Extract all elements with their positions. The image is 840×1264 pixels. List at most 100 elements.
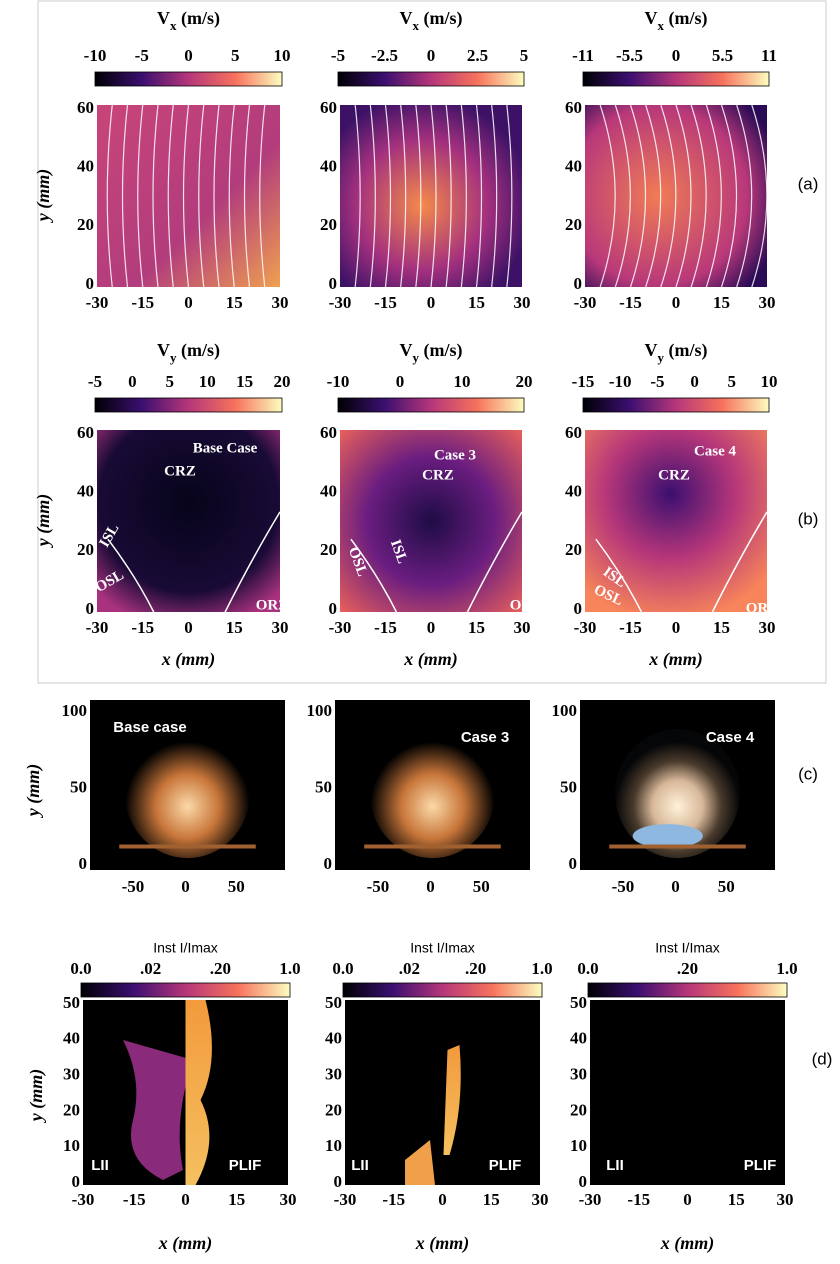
contour	[350, 511, 523, 613]
y-tick-label: 20	[565, 215, 582, 234]
x-tick-label: 30	[532, 1190, 549, 1209]
x-tick-label: -30	[574, 293, 597, 312]
y-tick-label: 30	[570, 1065, 587, 1084]
x-tick-label: -15	[627, 1190, 650, 1209]
x-tick-label: 15	[468, 293, 485, 312]
streamline	[475, 104, 483, 288]
colorbar-title: Inst I/Imax	[153, 940, 218, 956]
x-tick-label: 0	[181, 1190, 190, 1209]
colorbar-tick-label: 0	[128, 372, 137, 391]
colorbar-tick-label: 10	[454, 372, 471, 391]
streamline	[751, 104, 768, 288]
flame	[615, 728, 740, 859]
colorbar-title-part: (m/s)	[419, 8, 463, 29]
y-tick-label: 60	[320, 98, 337, 117]
colorbar-title: Inst I/Imax	[655, 940, 720, 956]
colorbar	[80, 982, 291, 998]
colorbar-tick-label: -5.5	[616, 46, 643, 65]
y-tick-label: 50	[315, 777, 332, 796]
streamline	[460, 104, 467, 288]
colorbar-tick-label: -15	[572, 372, 595, 391]
streamline	[152, 104, 159, 288]
colorbar-title: Inst I/Imax	[410, 940, 475, 956]
colorbar-tick-label: 5	[166, 372, 175, 391]
frame	[37, 0, 827, 684]
lii-signal	[405, 1140, 435, 1185]
y-tick-label: 0	[329, 274, 338, 293]
y-tick-label: 100	[307, 701, 333, 720]
colorbar-tick-label: -5	[88, 372, 102, 391]
colorbar-title-part: V	[645, 340, 658, 360]
y-tick-label: 0	[79, 854, 88, 873]
flame	[125, 728, 250, 859]
streamline	[384, 104, 392, 288]
colorbar-title-part: y	[658, 350, 665, 365]
colorbar-tick-label: -2.5	[371, 46, 398, 65]
y-tick-label: 20	[570, 1100, 587, 1119]
colorbar-title-part: V	[157, 340, 170, 360]
annotation: ORZ	[510, 597, 543, 613]
colorbar-tick-label: 11	[761, 46, 777, 65]
y-tick-label: 60	[565, 98, 582, 117]
streamline	[705, 104, 722, 288]
x-tick-label: -15	[374, 293, 397, 312]
plif-signal	[185, 1000, 212, 1185]
colorbar-tick-label: 5.5	[712, 46, 733, 65]
x-tick-label: 0	[427, 618, 436, 637]
colorbar-tick-label: 1.0	[279, 959, 300, 978]
blue-base	[632, 824, 703, 848]
x-axis-label: x (mm)	[648, 649, 703, 670]
x-tick-label: -15	[382, 1190, 405, 1209]
y-tick-label: 0	[329, 599, 338, 618]
annotation: CRZ	[164, 463, 196, 479]
streamline	[167, 104, 174, 288]
streamline	[736, 104, 753, 288]
x-tick-label: 0	[683, 1190, 692, 1209]
y-tick-label: 20	[325, 1100, 342, 1119]
colorbar-tick-label: 0	[427, 46, 436, 65]
lii-signal	[123, 1040, 193, 1180]
annotation: LII	[351, 1157, 369, 1174]
y-axis-label: y (mm)	[33, 169, 54, 223]
colorbar	[587, 982, 788, 998]
colorbar-tick-label: 0	[184, 46, 193, 65]
streamline	[354, 104, 361, 288]
colorbar-tick-label: .02	[140, 959, 161, 978]
annotation: PLIF	[229, 1157, 262, 1174]
burner	[119, 844, 256, 849]
x-tick-label: 0	[671, 877, 680, 896]
streamline	[400, 104, 407, 288]
y-tick-label: 20	[77, 215, 94, 234]
plot-area	[340, 105, 522, 287]
y-tick-label: 0	[72, 1172, 81, 1191]
colorbar-title-part: V	[400, 8, 413, 28]
x-tick-label: 15	[226, 618, 243, 637]
y-tick-label: 20	[63, 1100, 80, 1119]
x-tick-label: 15	[468, 618, 485, 637]
x-axis-label: x (mm)	[403, 649, 458, 670]
colorbar-tick-label: 20	[274, 372, 291, 391]
colorbar-title-part: x	[170, 18, 177, 33]
colorbar-tick-label: 0.0	[70, 959, 91, 978]
burner	[364, 844, 501, 849]
x-tick-label: 0	[427, 293, 436, 312]
x-tick-label: -30	[86, 618, 109, 637]
x-tick-label: 15	[228, 1190, 245, 1209]
colorbar-title-part: V	[645, 8, 658, 28]
annotation: ORZ	[256, 597, 289, 613]
streamline	[645, 104, 662, 288]
colorbar-tick-label: .20	[210, 959, 231, 978]
x-tick-label: -30	[329, 618, 352, 637]
colorbar-tick-label: 0	[690, 372, 699, 391]
colorbar	[342, 982, 543, 998]
x-tick-label: 30	[759, 618, 776, 637]
y-tick-label: 10	[570, 1136, 587, 1155]
annotation: Case 4	[694, 443, 737, 459]
x-tick-label: 15	[226, 293, 243, 312]
plot-area	[97, 430, 280, 612]
y-tick-label: 50	[63, 993, 80, 1012]
colorbar-title-part: y	[413, 350, 420, 365]
annotation: PLIF	[489, 1157, 522, 1174]
x-tick-label: 50	[228, 877, 245, 896]
streamline	[182, 104, 190, 288]
